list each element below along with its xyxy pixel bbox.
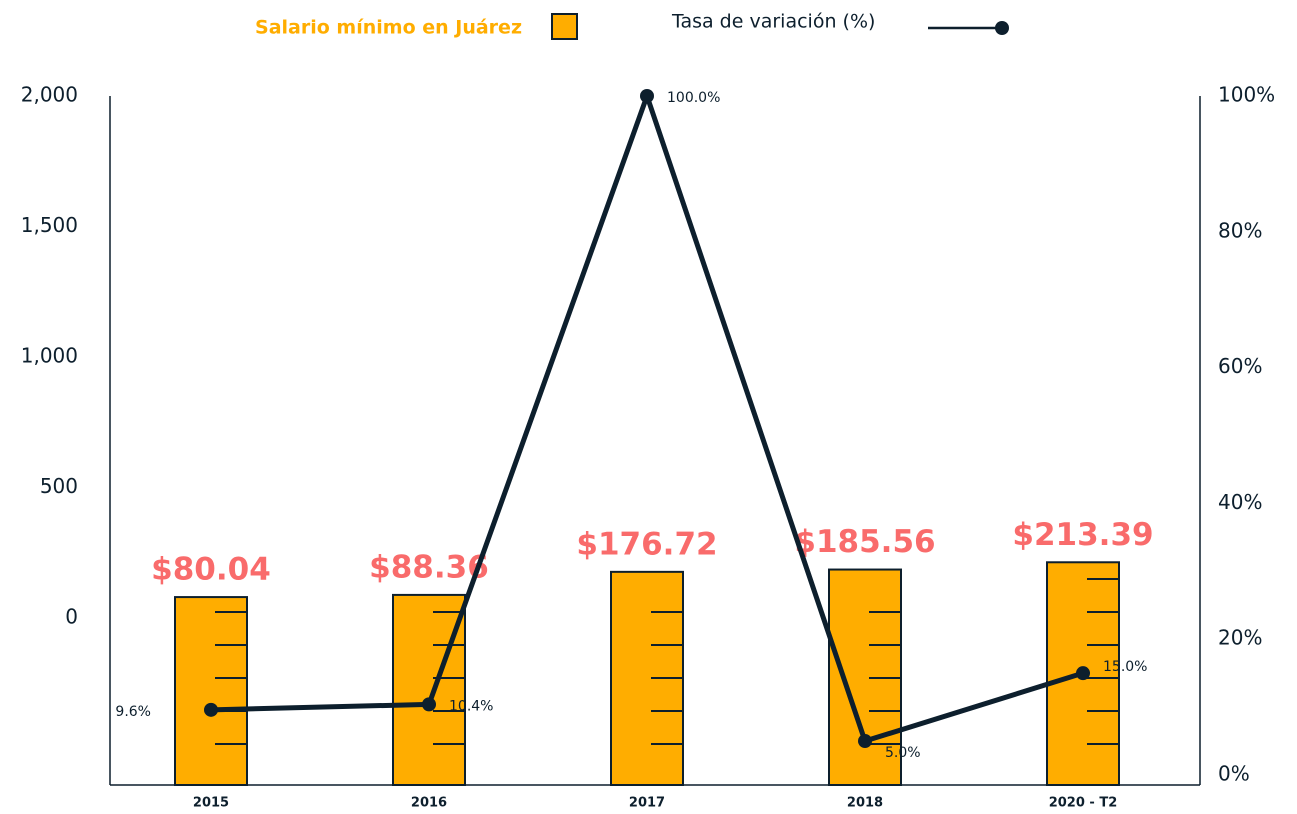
line-value-label: 10.4% xyxy=(449,698,493,714)
x-tick-label: 2020 - T2 xyxy=(1049,796,1118,811)
y-tick-label: 1,500 xyxy=(21,213,78,237)
bar-value-label: $185.56 xyxy=(794,524,935,560)
line-point xyxy=(204,702,218,717)
bar-value-label: $88.36 xyxy=(369,549,489,585)
x-tick-label: 2018 xyxy=(847,796,883,811)
x-tick-label: 2015 xyxy=(193,796,229,811)
line-value-label: 15.0% xyxy=(1103,659,1147,675)
bar-value-label: $176.72 xyxy=(576,526,717,562)
y-tick-label: 500 xyxy=(40,474,78,498)
line-value-label: 100.0% xyxy=(667,90,720,106)
y2-tick-label: 20% xyxy=(1218,626,1262,650)
bar-value-label: $80.04 xyxy=(151,552,271,588)
y2-tick-label: 60% xyxy=(1218,354,1262,378)
y-tick-label: 2,000 xyxy=(21,83,78,107)
line-value-label: 5.0% xyxy=(885,745,921,761)
x-tick-label: 2017 xyxy=(629,796,665,811)
line-point xyxy=(1076,666,1090,681)
legend-line-label: Tasa de variación (%) xyxy=(671,11,875,33)
y-tick-label: 0 xyxy=(65,604,78,628)
legend-line-marker xyxy=(995,21,1009,35)
bar-value-label: $213.39 xyxy=(1012,517,1153,553)
y2-tick-label: 40% xyxy=(1218,490,1262,514)
line-point xyxy=(858,734,872,749)
line-point xyxy=(640,89,654,103)
y2-tick-label: 100% xyxy=(1218,83,1275,107)
legend-bar-label: Salario mínimo en Juárez xyxy=(255,17,522,39)
y2-tick-label: 0% xyxy=(1218,762,1250,786)
bar xyxy=(392,593,466,786)
line-point xyxy=(422,697,436,712)
x-tick-label: 2016 xyxy=(411,796,447,811)
bar xyxy=(174,596,248,786)
y2-tick-label: 80% xyxy=(1218,218,1262,242)
line-value-label: 9.6% xyxy=(115,704,151,720)
legend-bar-swatch xyxy=(551,13,578,40)
bar xyxy=(1046,561,1120,786)
y-tick-label: 1,000 xyxy=(21,343,78,367)
